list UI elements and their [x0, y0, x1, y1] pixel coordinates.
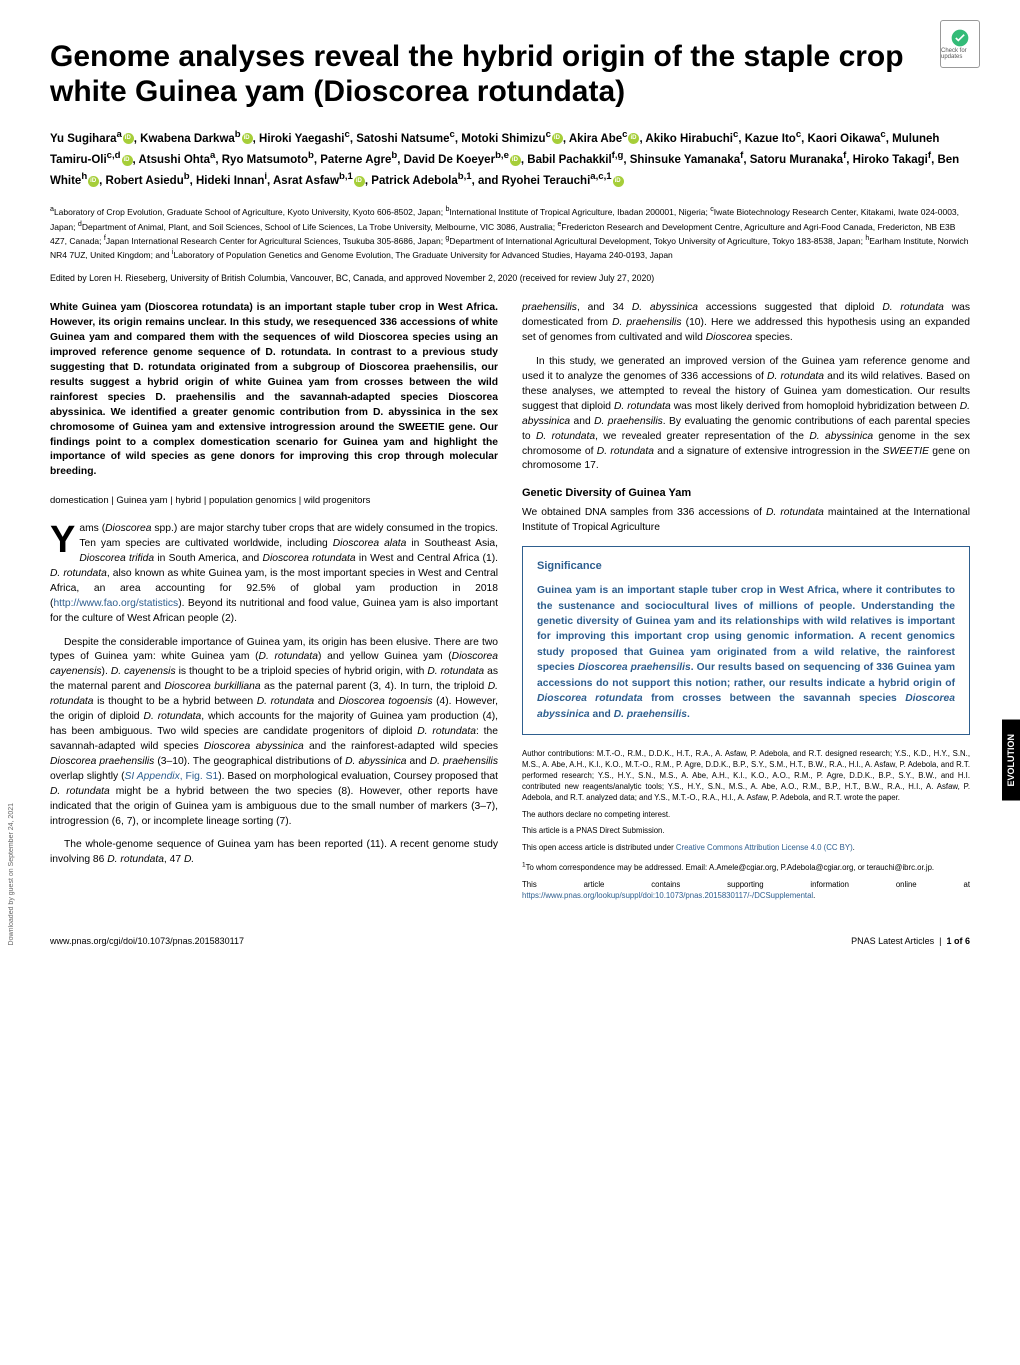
abstract: White Guinea yam (Dioscorea rotundata) i…	[50, 301, 498, 480]
significance-body: Guinea yam is an important staple tuber …	[537, 583, 955, 722]
suppl-link[interactable]: https://www.pnas.org/lookup/suppl/doi:10…	[522, 891, 813, 900]
right-column: praehensilis, and 34 D. abyssinica acces…	[522, 301, 970, 907]
page-footer: www.pnas.org/cgi/doi/10.1073/pnas.201583…	[50, 936, 970, 946]
orcid-icon	[628, 133, 639, 144]
orcid-icon	[123, 133, 134, 144]
article-title: Genome analyses reveal the hybrid origin…	[50, 40, 970, 109]
correspondence: 1To whom correspondence may be addressed…	[522, 860, 970, 874]
orcid-icon	[242, 133, 253, 144]
dropcap: Y	[50, 522, 79, 556]
left-column: White Guinea yam (Dioscorea rotundata) i…	[50, 301, 498, 907]
orcid-icon	[354, 176, 365, 187]
section-tab-evolution: EVOLUTION	[1002, 720, 1020, 801]
editor-line: Edited by Loren H. Rieseberg, University…	[50, 273, 970, 283]
significance-title: Significance	[537, 559, 955, 575]
significance-box: Significance Guinea yam is an important …	[522, 546, 970, 735]
section-para-1: We obtained DNA samples from 336 accessi…	[522, 506, 970, 536]
check-updates-badge[interactable]: Check for updates	[940, 20, 980, 68]
footer-page: PNAS Latest Articles | 1 of 6	[851, 936, 970, 946]
intro-para-2: Despite the considerable importance of G…	[50, 636, 498, 830]
intro-para-3: The whole-genome sequence of Guinea yam …	[50, 838, 498, 868]
section-heading: Genetic Diversity of Guinea Yam	[522, 486, 970, 502]
footer-doi: www.pnas.org/cgi/doi/10.1073/pnas.201583…	[50, 936, 244, 946]
fao-link[interactable]: http://www.fao.org/statistics	[53, 598, 178, 609]
license: This open access article is distributed …	[522, 843, 970, 854]
orcid-icon	[510, 155, 521, 166]
orcid-icon	[613, 176, 624, 187]
badge-text: Check for updates	[941, 48, 979, 60]
download-note: Downloaded by guest on September 24, 202…	[8, 803, 15, 945]
affiliations: aLaboratory of Crop Evolution, Graduate …	[50, 205, 970, 262]
intro-para-1: Yams (Dioscorea spp.) are major starchy …	[50, 522, 498, 626]
si-appendix-link[interactable]: SI Appendix, Fig. S1	[125, 771, 219, 782]
check-circle-icon	[950, 28, 970, 48]
cont-para-2: In this study, we generated an improved …	[522, 355, 970, 474]
keywords: domestication | Guinea yam | hybrid | po…	[50, 494, 498, 508]
supporting-info: This article contains supporting informa…	[522, 880, 970, 902]
license-link[interactable]: Creative Commons Attribution License 4.0…	[676, 843, 853, 852]
orcid-icon	[122, 155, 133, 166]
direct-submission: This article is a PNAS Direct Submission…	[522, 826, 970, 837]
main-columns: White Guinea yam (Dioscorea rotundata) i…	[50, 301, 970, 907]
orcid-icon	[552, 133, 563, 144]
author-contributions: Author contributions: M.T.-O., R.M., D.D…	[522, 749, 970, 804]
author-list: Yu Sugiharaa, Kwabena Darkwab, Hiroki Ya…	[50, 127, 970, 191]
orcid-icon	[88, 176, 99, 187]
competing-interest: The authors declare no competing interes…	[522, 810, 970, 821]
cont-para-1: praehensilis, and 34 D. abyssinica acces…	[522, 301, 970, 346]
